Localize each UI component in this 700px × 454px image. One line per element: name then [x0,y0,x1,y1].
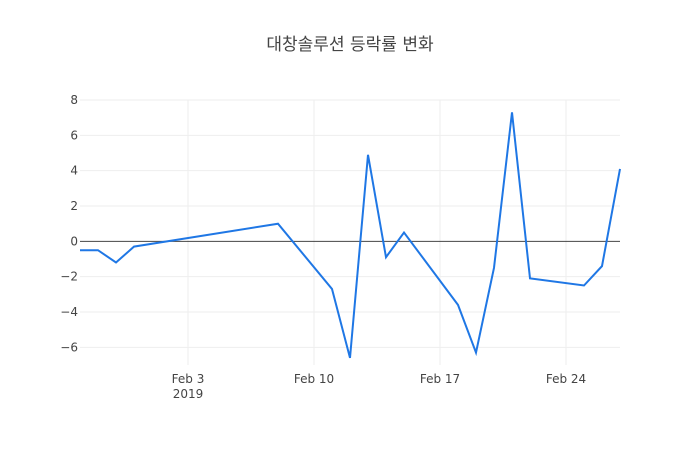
grid-lines [80,99,620,365]
y-axis: −6 −4 −2 0 2 4 6 8 [60,93,78,354]
x-tick-label: Feb 24 [546,372,586,386]
x-tick-label: Feb 3 [172,372,205,386]
y-tick-label: 0 [70,234,78,248]
y-tick-label: −4 [60,305,78,319]
y-tick-label: −6 [60,340,78,354]
x-tick-label: Feb 10 [294,372,334,386]
series-group [80,112,621,359]
y-tick-label: 2 [70,199,78,213]
y-tick-label: −2 [60,270,78,284]
chart-title: 대창솔루션 등락률 변화 [266,35,434,55]
y-tick-label: 4 [70,164,78,178]
x-tick-label: Feb 17 [420,372,460,386]
y-tick-label: 8 [70,93,78,107]
x-tick-year-label: 2019 [173,387,204,401]
y-tick-label: 6 [70,128,78,142]
series-line [80,112,621,359]
